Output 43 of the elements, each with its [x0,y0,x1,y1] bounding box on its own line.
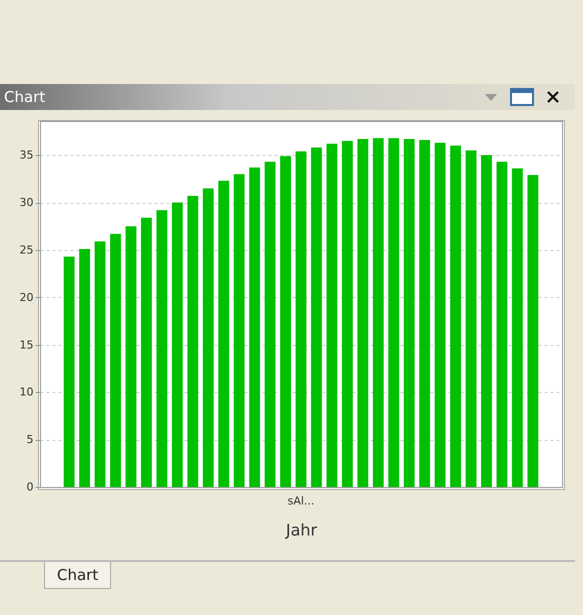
bar [357,139,368,487]
y-tick-label: 35 [20,148,34,162]
bar [450,146,461,487]
bar [264,162,276,487]
bar [234,174,245,487]
bar [187,196,198,487]
bar [110,234,121,487]
bar [466,150,476,487]
bar [172,202,183,487]
x-axis-title: Jahr [284,520,318,540]
bar [342,140,353,487]
y-tick-label: 15 [20,338,34,352]
bar [249,167,260,487]
bar [79,249,90,487]
bar [527,175,538,487]
y-tick-label: 10 [20,386,34,399]
y-tick-label: 25 [20,243,34,256]
bar [64,256,75,487]
bar [419,140,430,487]
bar [141,218,152,487]
bar [496,162,508,487]
bar [404,139,415,487]
text: Chart [44,562,112,589]
bar [512,168,523,487]
bar [311,148,322,487]
y-tick-label: 30 [20,196,34,210]
bar [326,144,338,487]
bar [218,180,230,487]
bar [388,138,400,487]
bar [156,210,168,487]
y-tick-label: 20 [20,290,34,304]
bar [202,188,214,487]
x-tick-label: sAl... [288,494,314,508]
bar [481,155,492,487]
bar [296,151,306,487]
bar [280,156,291,487]
y-tick-label: 0 [26,480,34,494]
bar [126,226,136,487]
bar [372,138,384,487]
bar [434,142,446,487]
chart-title: Chart [4,88,46,106]
bar [94,241,106,487]
y-tick-label: 5 [26,433,34,446]
